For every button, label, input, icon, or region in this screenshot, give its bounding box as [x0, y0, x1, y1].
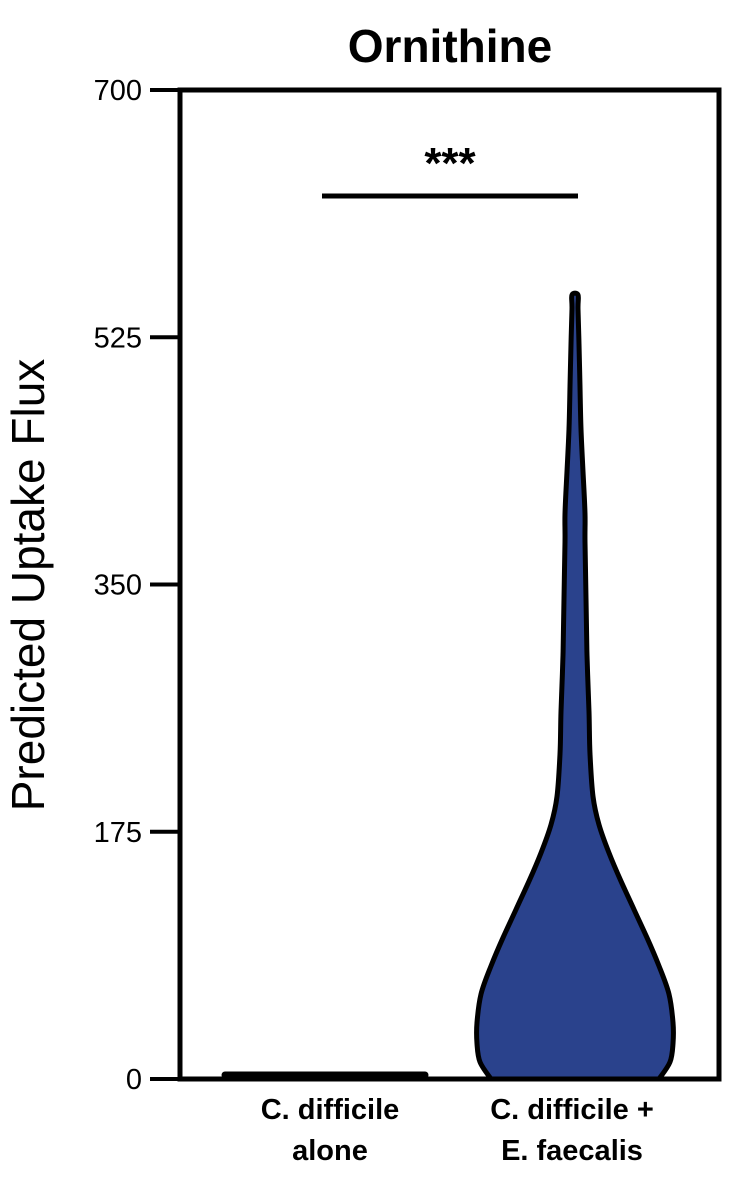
x-category-label: C. difficile — [261, 1094, 400, 1126]
y-tick-label: 175 — [94, 817, 142, 849]
x-category-label: E. faecalis — [501, 1135, 643, 1167]
x-category-label: C. difficile + — [490, 1094, 654, 1126]
y-tick-label: 700 — [94, 75, 142, 107]
y-tick-label: 0 — [126, 1064, 142, 1096]
x-category-label: alone — [292, 1135, 368, 1167]
y-tick-label: 525 — [94, 322, 142, 354]
significance-annotation: *** — [322, 139, 578, 199]
chart-title: Ornithine — [348, 20, 552, 72]
y-tick-label: 350 — [94, 570, 142, 602]
y-axis-ticks: 0 175 350 525 700 — [94, 75, 180, 1096]
violins — [221, 290, 676, 1082]
y-axis-label: Predicted Uptake Flux — [2, 359, 54, 812]
x-axis-categories: C. difficile alone C. difficile + E. faecal… — [261, 1094, 654, 1167]
significance-label: *** — [424, 139, 476, 188]
violin-shape — [474, 290, 676, 1082]
